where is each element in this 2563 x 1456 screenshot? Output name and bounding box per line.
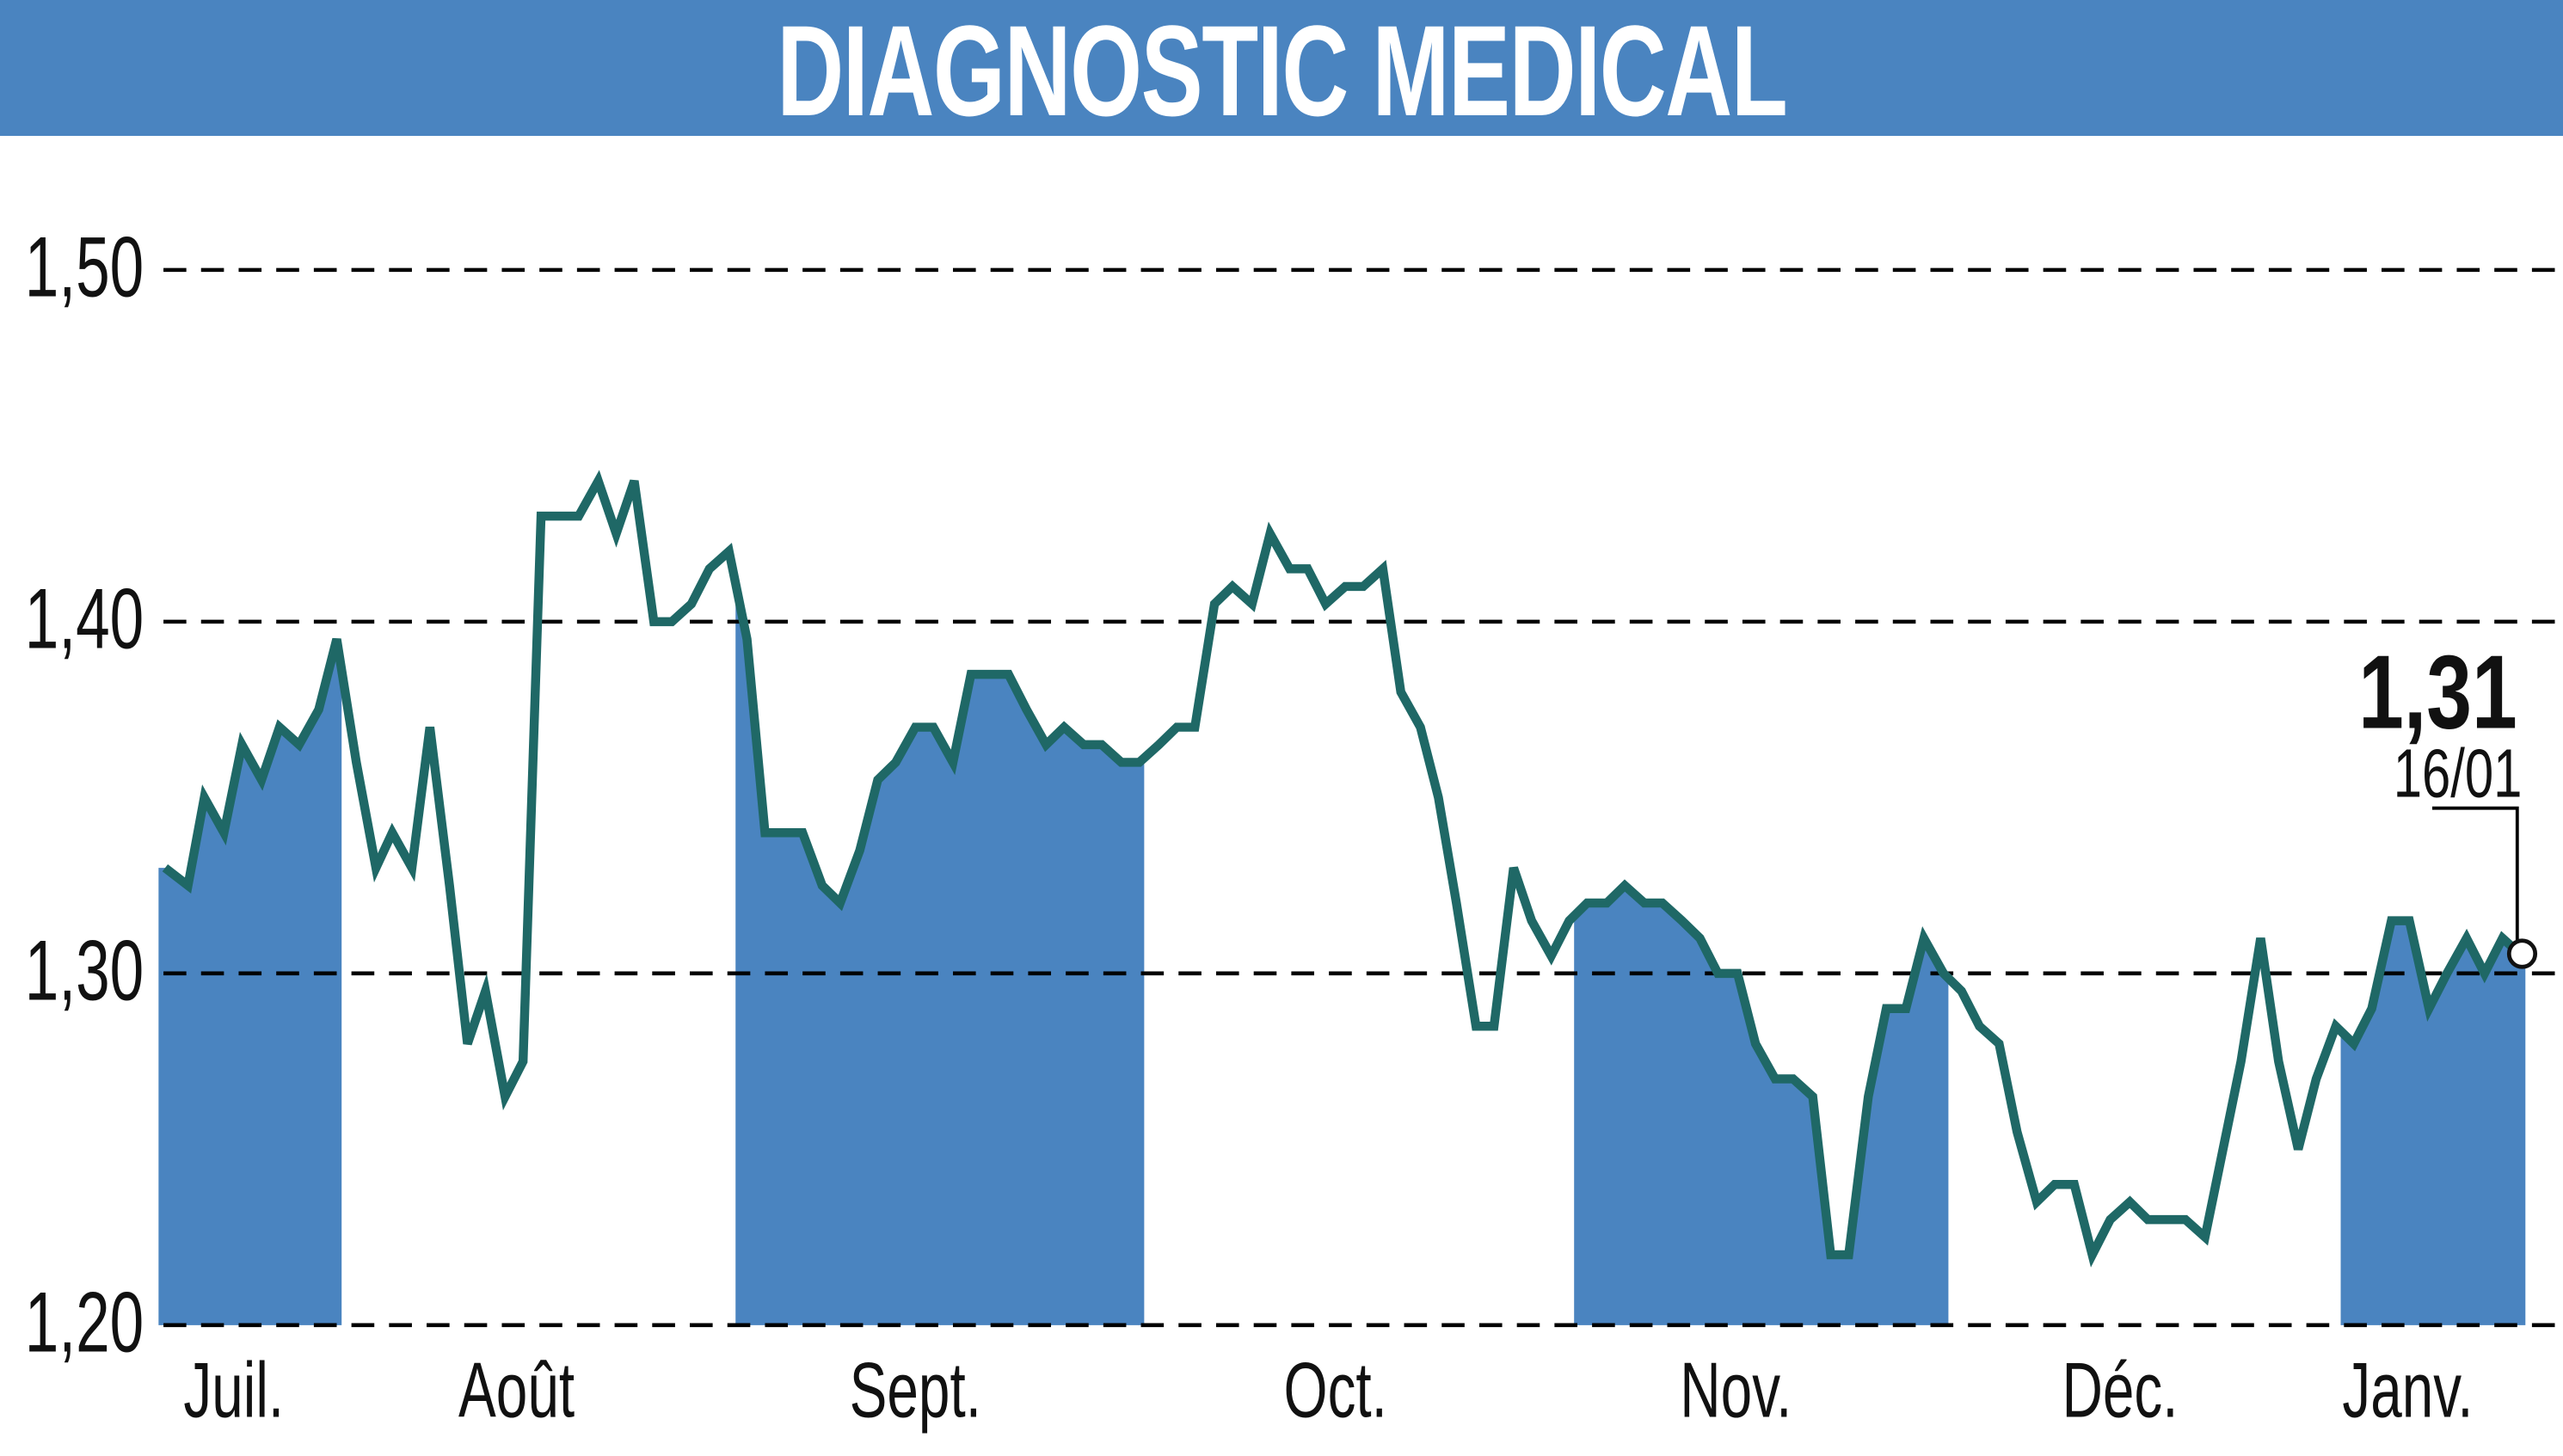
- month-band-juil: [158, 639, 342, 1325]
- y-tick-label: 1,20: [25, 1275, 144, 1370]
- x-tick-label: Nov.: [1680, 1346, 1792, 1434]
- month-band-nov: [1574, 885, 1949, 1325]
- last-value: 1,31: [2358, 634, 2517, 751]
- chart-title: DIAGNOSTIC MEDICAL: [776, 0, 1788, 143]
- chart-title-banner: DIAGNOSTIC MEDICAL: [0, 0, 2563, 136]
- x-tick-label: Oct.: [1284, 1346, 1387, 1434]
- x-tick-label: Janv.: [2342, 1346, 2473, 1434]
- x-tick-label: Déc.: [2062, 1346, 2178, 1434]
- last-date: 16/01: [2394, 734, 2523, 811]
- month-shading-bands: [158, 583, 2526, 1325]
- last-point-marker: [2506, 938, 2538, 969]
- x-axis-ticks: Juil. Août Sept. Oct. Nov. Déc. Janv.: [183, 1346, 2473, 1434]
- last-value-annotation: 1,31 16/01: [2358, 634, 2538, 969]
- y-tick-label: 1,40: [25, 572, 144, 667]
- annotation-leader-line: [2431, 806, 2519, 941]
- x-tick-label: Sept.: [850, 1346, 981, 1434]
- gridlines: [163, 267, 2563, 1328]
- y-tick-label: 1,30: [25, 924, 144, 1018]
- price-line: [162, 470, 2525, 1268]
- x-tick-label: Juil.: [183, 1346, 284, 1434]
- y-axis-ticks: 1,20 1,30 1,40 1,50: [25, 220, 144, 1370]
- y-tick-label: 1,50: [25, 220, 144, 315]
- month-band-sept: [735, 583, 1145, 1325]
- x-tick-label: Août: [458, 1346, 575, 1434]
- month-band-janv: [2340, 920, 2526, 1325]
